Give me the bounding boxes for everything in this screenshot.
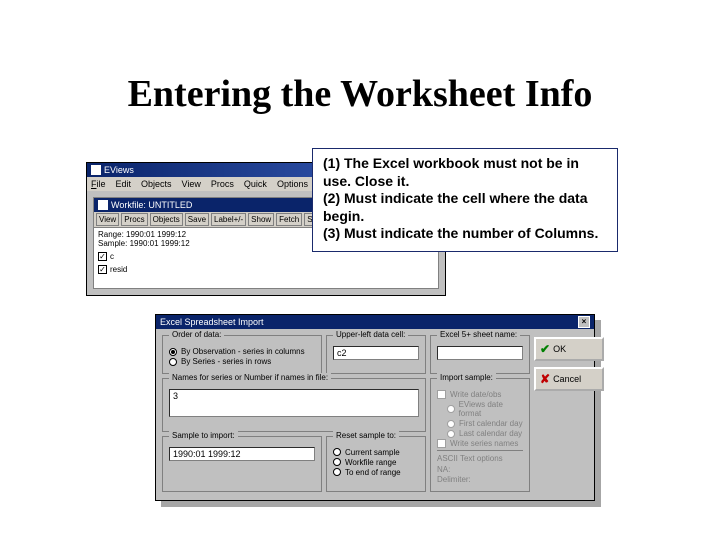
cell-input[interactable]: c2	[333, 346, 419, 360]
reset-group: Reset sample to: Current sample Workfile…	[326, 436, 426, 493]
tb-label[interactable]: Label+/-	[211, 213, 246, 226]
label-by-obs: By Observation - series in columns	[181, 347, 305, 356]
app-icon	[91, 165, 101, 175]
lbl-ascii-delim: Delimiter:	[437, 475, 471, 484]
radio-by-series[interactable]	[169, 358, 177, 366]
sample-value: 1990:01 1999:12	[130, 239, 190, 248]
radio-reset-current[interactable]	[333, 448, 341, 456]
dialog-title: Excel Spreadsheet Import	[160, 317, 264, 327]
menu-quick[interactable]: Quick	[244, 179, 267, 189]
radio-by-obs[interactable]	[169, 348, 177, 356]
range-label: Range:	[98, 230, 124, 239]
lbl-first-cal: First calendar day	[459, 419, 523, 428]
tb-show[interactable]: Show	[248, 213, 274, 226]
cell-legend: Upper-left data cell:	[333, 330, 408, 339]
tb-save[interactable]: Save	[185, 213, 209, 226]
menu-view[interactable]: View	[182, 179, 201, 189]
series-c-check[interactable]: ✓	[98, 252, 107, 261]
callout-line-3: (3) Must indicate the number of Columns.	[323, 225, 607, 243]
radio-first-cal[interactable]	[447, 420, 455, 428]
menu-options[interactable]: Options	[277, 179, 308, 189]
names-legend: Names for series or Number if names in f…	[169, 373, 331, 382]
reset-legend: Reset sample to:	[333, 431, 399, 440]
radio-last-cal[interactable]	[447, 430, 455, 438]
radio-reset-end[interactable]	[333, 468, 341, 476]
callout-line-2: (2) Must indicate the cell where the dat…	[323, 190, 607, 225]
sheet-group: Excel 5+ sheet name:	[430, 335, 530, 374]
order-group: Order of data: By Observation - series i…	[162, 335, 322, 374]
workfile-title: Workfile: UNTITLED	[111, 200, 192, 210]
slide-title: Entering the Worksheet Info	[0, 0, 720, 116]
chk-write-date[interactable]	[437, 390, 446, 399]
menu-procs[interactable]: Procs	[211, 179, 234, 189]
label-by-series: By Series - series in rows	[181, 357, 271, 366]
tb-procs[interactable]: Procs	[121, 213, 147, 226]
menu-objects[interactable]: Objects	[141, 179, 172, 189]
workfile-icon	[98, 200, 108, 210]
dialog-buttons: ✔ OK ✘ Cancel	[534, 335, 604, 492]
names-group: Names for series or Number if names in f…	[162, 378, 426, 432]
lbl-last-cal: Last calendar day	[459, 429, 522, 438]
ascii-group-label: ASCII Text options	[437, 453, 523, 464]
cancel-label: Cancel	[553, 374, 581, 384]
app-title: EViews	[104, 165, 134, 175]
range-value: 1990:01 1999:12	[126, 230, 186, 239]
lbl-ws-date: EViews date format	[459, 400, 523, 418]
chk-write-names[interactable]	[437, 439, 446, 448]
cancel-button[interactable]: ✘ Cancel	[534, 367, 604, 391]
names-input[interactable]: 3	[169, 389, 419, 417]
sheet-legend: Excel 5+ sheet name:	[437, 330, 520, 339]
instruction-callout: (1) The Excel workbook must not be in us…	[312, 148, 618, 252]
lbl-reset-end: To end of range	[345, 468, 401, 477]
sheet-input[interactable]	[437, 346, 523, 360]
lbl-reset-current: Current sample	[345, 448, 400, 457]
sample-label: Sample:	[98, 239, 127, 248]
close-icon[interactable]: ×	[578, 316, 590, 328]
x-icon: ✘	[540, 372, 550, 386]
callout-line-1: (1) The Excel workbook must not be in us…	[323, 155, 607, 190]
import-options-group: Import sample: Write date/obs EViews dat…	[430, 378, 530, 492]
sample-input[interactable]: 1990:01 1999:12	[169, 447, 315, 461]
lbl-ascii-na: NA:	[437, 465, 450, 474]
dialog-titlebar: Excel Spreadsheet Import ×	[156, 315, 594, 329]
sample-legend: Sample to import:	[169, 431, 238, 440]
menu-file[interactable]: File	[91, 179, 106, 189]
lbl-reset-wf: Workfile range	[345, 458, 396, 467]
sample-group: Sample to import: 1990:01 1999:12	[162, 436, 322, 493]
import-dialog: Excel Spreadsheet Import × Order of data…	[155, 314, 595, 501]
lbl-write-names: Write series names	[450, 439, 518, 448]
lbl-write-date: Write date/obs	[450, 390, 501, 399]
series-resid-check[interactable]: ✓	[98, 265, 107, 274]
ok-button[interactable]: ✔ OK	[534, 337, 604, 361]
tb-fetch[interactable]: Fetch	[276, 213, 302, 226]
check-icon: ✔	[540, 342, 550, 356]
series-c: c	[110, 252, 114, 261]
tb-view[interactable]: View	[96, 213, 119, 226]
series-resid: resid	[110, 265, 127, 274]
ok-label: OK	[553, 344, 566, 354]
menu-edit[interactable]: Edit	[116, 179, 132, 189]
tb-objects[interactable]: Objects	[150, 213, 183, 226]
cell-group: Upper-left data cell: c2	[326, 335, 426, 374]
import-legend: Import sample:	[437, 373, 496, 382]
radio-reset-wf[interactable]	[333, 458, 341, 466]
radio-ws-date[interactable]	[447, 405, 455, 413]
order-legend: Order of data:	[169, 330, 224, 339]
